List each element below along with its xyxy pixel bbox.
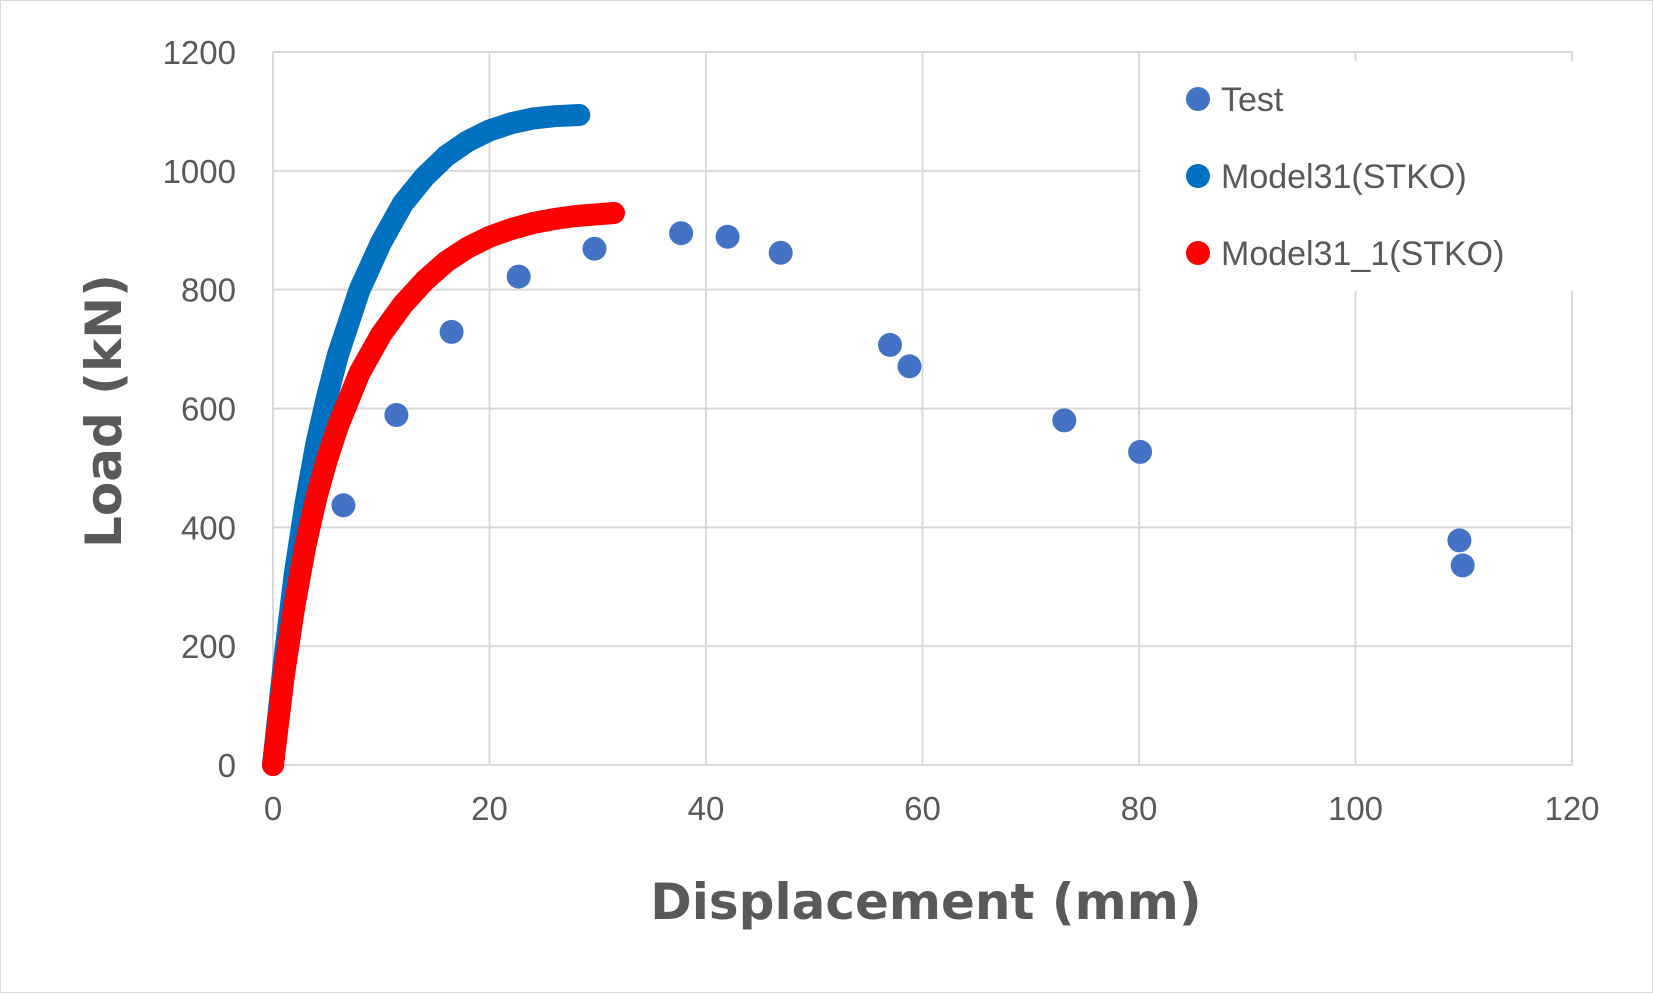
y-axis-title: Load (kN) bbox=[75, 274, 133, 548]
data-point-test bbox=[582, 236, 607, 261]
x-tick-label: 120 bbox=[1544, 790, 1599, 827]
legend: Test Model31(STKO) Model31_1(STKO) bbox=[1141, 61, 1581, 291]
data-point-test bbox=[506, 264, 531, 289]
data-point-test bbox=[715, 224, 740, 249]
series-line-model31-1-stko bbox=[262, 202, 625, 776]
y-tick-label: 0 bbox=[218, 747, 236, 784]
data-point-test bbox=[768, 240, 793, 265]
y-tick-label: 600 bbox=[181, 391, 236, 428]
data-point-test bbox=[897, 354, 922, 379]
y-tick-label: 800 bbox=[181, 272, 236, 309]
legend-background bbox=[1141, 61, 1581, 291]
y-tick-label: 1000 bbox=[163, 153, 236, 190]
x-axis-title: Displacement (mm) bbox=[650, 873, 1201, 931]
legend-label-model31-1: Model31_1(STKO) bbox=[1221, 235, 1504, 273]
legend-marker-test bbox=[1186, 87, 1210, 111]
x-tick-label: 60 bbox=[904, 790, 941, 827]
x-tick-label: 80 bbox=[1121, 790, 1158, 827]
x-tick-label: 20 bbox=[471, 790, 508, 827]
legend-marker-model31-1 bbox=[1186, 241, 1210, 265]
data-point-test bbox=[384, 403, 409, 427]
x-tick-label: 40 bbox=[688, 790, 725, 827]
plot-series bbox=[262, 104, 1475, 776]
data-point-test bbox=[1447, 528, 1472, 553]
data-point-test bbox=[1128, 439, 1153, 464]
x-tick-label: 100 bbox=[1328, 790, 1383, 827]
y-tick-label: 1200 bbox=[163, 34, 236, 71]
legend-marker-model31 bbox=[1186, 164, 1210, 188]
x-tick-label: 0 bbox=[264, 790, 282, 827]
y-tick-label: 200 bbox=[181, 628, 236, 665]
data-point-test bbox=[1052, 408, 1077, 433]
data-point-test bbox=[331, 493, 356, 518]
data-point-test bbox=[669, 221, 694, 246]
data-point-test bbox=[439, 319, 464, 344]
legend-label-test: Test bbox=[1221, 81, 1284, 119]
data-point-test bbox=[878, 332, 902, 357]
data-point-test bbox=[1450, 553, 1475, 578]
legend-label-model31: Model31(STKO) bbox=[1221, 158, 1467, 196]
y-tick-label: 400 bbox=[181, 509, 236, 546]
